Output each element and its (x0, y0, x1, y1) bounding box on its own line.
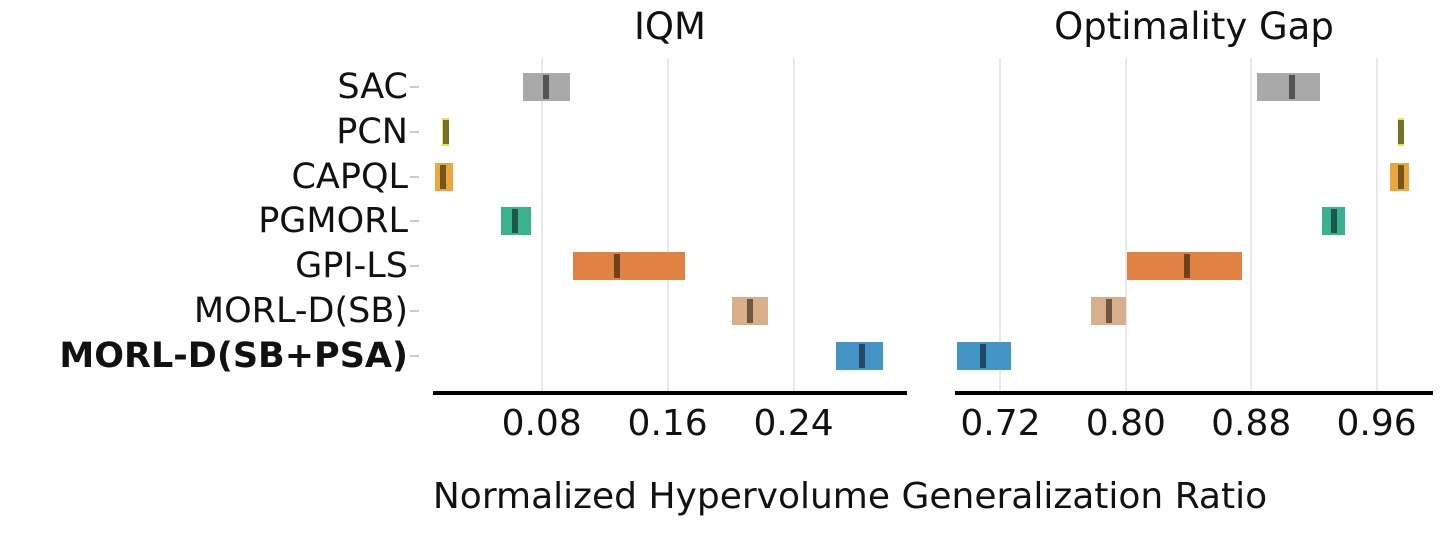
y-label-gpi-ls: GPI-LS (295, 246, 408, 287)
panel-iqm: 0.08 0.16 0.24 (433, 58, 907, 444)
y-label-morl-d-sb: MORL-D(SB) (193, 291, 408, 331)
median-line-capql (1397, 164, 1404, 189)
gridline (540, 58, 543, 391)
panel-title-optimality-gap: Optimality Gap (1054, 5, 1334, 48)
y-tick-mark (410, 310, 419, 312)
gridline (792, 58, 795, 391)
gridline (1250, 58, 1253, 391)
median-line-sac (543, 75, 550, 99)
x-tick-label: 0.72 (960, 403, 1041, 444)
y-tick-mark (410, 86, 419, 88)
y-tick-mark (410, 354, 419, 357)
gridline (999, 58, 1002, 391)
interval-bar-sac (1257, 73, 1321, 101)
median-line-sac (1288, 75, 1295, 99)
y-tick-mark (410, 265, 419, 268)
gridline (666, 58, 669, 391)
y-label-morl-d-sb-psa: MORL-D(SB+PSA) (59, 335, 408, 376)
y-label-pgmorl: PGMORL (258, 201, 408, 242)
median-line-gpi-ls (1183, 254, 1190, 279)
x-tick-label: 0.96 (1336, 403, 1417, 444)
median-line-pcn (442, 119, 449, 144)
x-axis-label: Normalized Hypervolume Generalization Ra… (432, 476, 1268, 517)
median-line-pcn (1397, 119, 1404, 144)
median-line-pgmorl (511, 209, 518, 234)
x-axis-spine (433, 391, 907, 395)
median-line-capql (440, 164, 447, 189)
x-tick-label: 0.88 (1211, 403, 1292, 444)
median-line-morl-d-sb (1105, 299, 1112, 323)
x-axis-spine (955, 391, 1433, 395)
y-label-sac: SAC (337, 67, 408, 107)
x-tick-label: 0.24 (753, 403, 834, 444)
y-tick-mark (410, 220, 419, 223)
median-line-morl-d-sb-psa (859, 343, 866, 368)
x-tick-label: 0.16 (627, 403, 708, 444)
gridline (1375, 58, 1378, 391)
interval-bar-gpi-ls (573, 252, 685, 281)
y-label-capql: CAPQL (291, 156, 408, 197)
panel-optimality-gap: 0.72 0.80 0.88 0.96 (955, 58, 1433, 444)
median-line-gpi-ls (614, 254, 621, 279)
y-tick-mark (410, 130, 419, 133)
median-line-morl-d-sb (746, 299, 753, 323)
x-tick-label: 0.08 (501, 403, 582, 444)
panel-title-iqm: IQM (634, 5, 706, 48)
y-label-pcn: PCN (336, 111, 408, 152)
y-tick-mark (410, 175, 419, 178)
median-line-morl-d-sb-psa (980, 343, 987, 368)
x-tick-label: 0.80 (1085, 403, 1166, 444)
median-line-pgmorl (1331, 209, 1338, 234)
gridline (1124, 58, 1127, 391)
